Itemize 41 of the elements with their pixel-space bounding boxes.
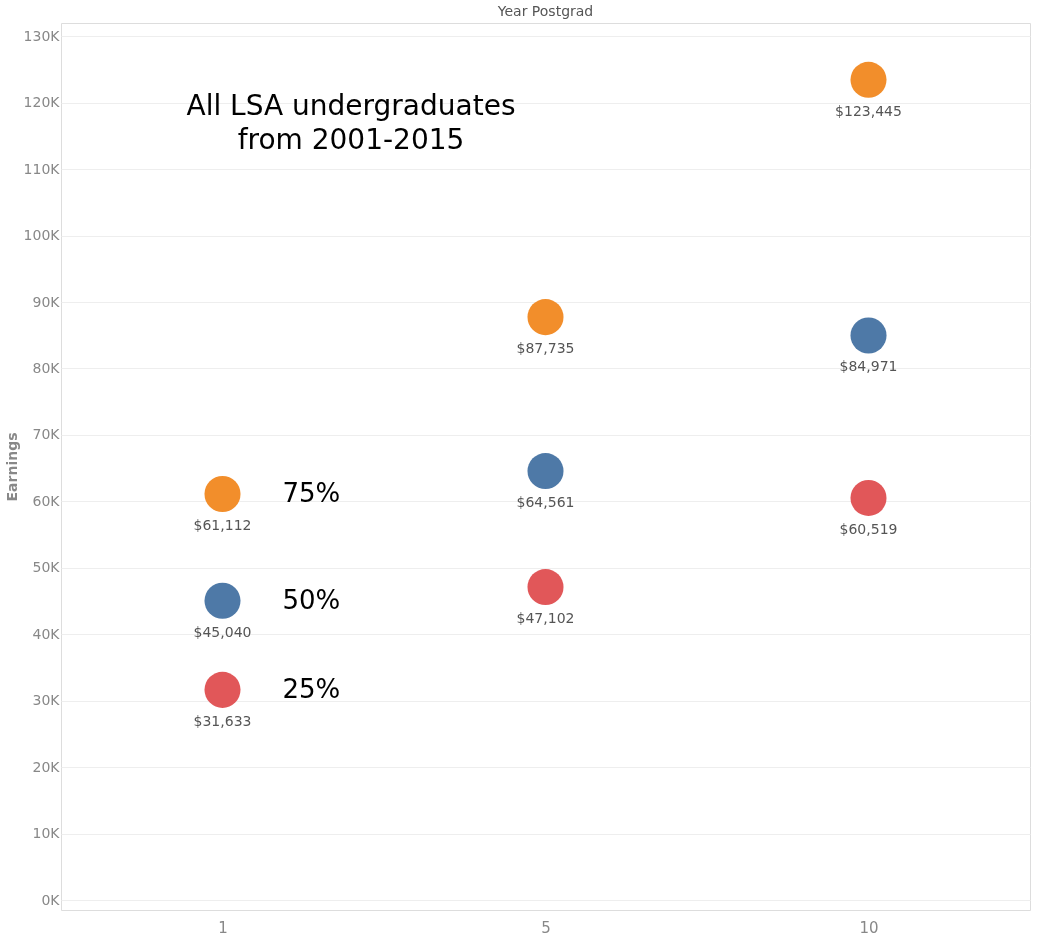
y-axis-title: Earnings — [3, 432, 20, 502]
data-label: $64,561 — [516, 494, 575, 511]
point — [204, 582, 241, 619]
point — [850, 61, 887, 98]
y-tick-label: 60K — [32, 492, 61, 509]
series-label: 75% — [282, 477, 341, 508]
point — [527, 569, 564, 606]
series-label: 50% — [282, 584, 341, 615]
data-label: $87,735 — [516, 340, 575, 357]
y-tick-label: 70K — [32, 426, 61, 443]
x-tick-label: 5 — [541, 918, 551, 937]
y-tick-label: 80K — [32, 360, 61, 376]
y-tick-label: 20K — [32, 758, 61, 775]
data-label: $31,633 — [193, 712, 252, 729]
x-axis-title: Year Postgrad — [496, 3, 594, 19]
data-label: $84,971 — [839, 358, 898, 375]
y-tick-label: 100K — [23, 227, 61, 244]
point — [527, 299, 564, 336]
y-tick-label: 0K — [41, 891, 61, 908]
data-label: $45,040 — [193, 623, 252, 640]
series-label: 25% — [282, 673, 341, 704]
y-tick-label: 110K — [23, 160, 61, 177]
y-tick-label: 130K — [23, 27, 61, 44]
data-label: $61,112 — [193, 516, 252, 533]
data-label: $60,519 — [839, 520, 898, 537]
x-tick-label: 1 — [218, 918, 228, 937]
y-tick-label: 40K — [32, 625, 61, 642]
y-tick-label: 10K — [32, 825, 61, 842]
y-tick-label: 50K — [32, 559, 61, 576]
point — [204, 476, 241, 512]
point — [850, 479, 887, 516]
annotation: All LSA undergraduates from 2001-2015 — [186, 89, 516, 156]
y-tick-label: 30K — [32, 692, 61, 709]
y-tick-label: 90K — [32, 293, 61, 310]
y-tick-label: 120K — [23, 94, 61, 111]
point — [204, 671, 241, 708]
x-tick-label: 10 — [859, 918, 879, 937]
point — [527, 453, 564, 490]
point — [850, 317, 887, 354]
data-label: $123,445 — [835, 102, 902, 119]
data-label: $47,102 — [516, 610, 575, 627]
